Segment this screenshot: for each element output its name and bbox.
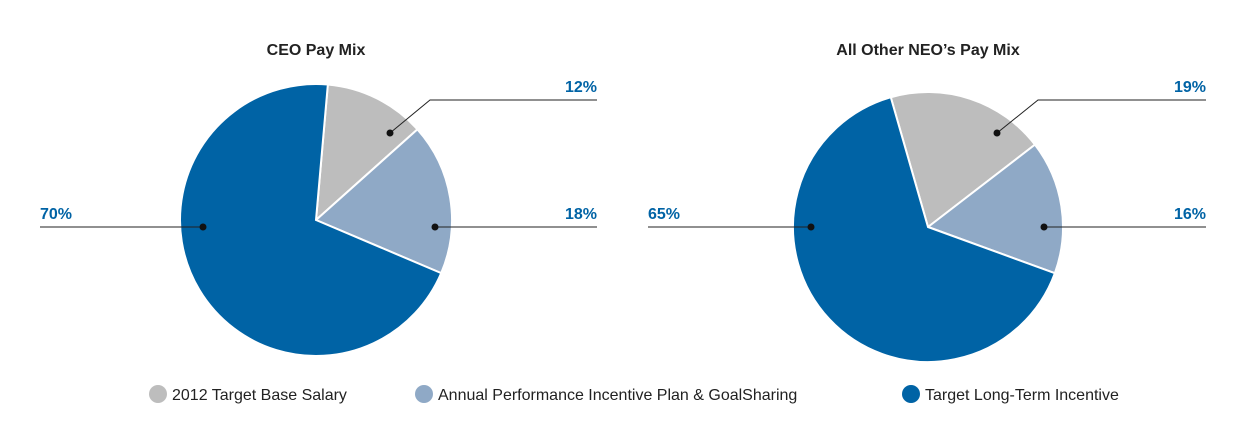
pct-label-base-salary: 12% <box>565 79 597 96</box>
pct-label-long-term: 65% <box>648 206 680 223</box>
legend-label: 2012 Target Base Salary <box>172 387 347 404</box>
leader-line-base-salary <box>996 99 1206 134</box>
legend-label: Annual Performance Incentive Plan & Goal… <box>438 387 797 404</box>
pie-slice-long-term <box>792 95 1057 363</box>
pie-slices <box>179 83 453 357</box>
pct-label-base-salary: 19% <box>1174 79 1206 96</box>
leader-dot-base-salary <box>993 129 1001 137</box>
legend-swatch <box>415 385 433 403</box>
chart-title: All Other NEO’s Pay Mix <box>836 42 1020 59</box>
pie-callouts: 12% 18% 70% <box>40 79 597 231</box>
legend-label: Target Long-Term Incentive <box>925 387 1119 404</box>
pie-slice-long-term <box>179 83 443 357</box>
pie-slice-base-salary <box>314 83 419 223</box>
legend-swatch <box>149 385 167 403</box>
legend-item-base-salary: 2012 Target Base Salary <box>149 385 347 404</box>
pie-slice-annual-incentive <box>314 127 453 275</box>
chart-title: CEO Pay Mix <box>267 42 366 59</box>
pct-label-annual-incentive: 18% <box>565 206 597 223</box>
pie-slice-annual-incentive <box>925 143 1064 275</box>
ceo-pay-mix-chart: CEO Pay Mix 12% 18% 70% <box>40 42 597 357</box>
legend: 2012 Target Base Salary Annual Performan… <box>149 385 1119 404</box>
legend-item-long-term: Target Long-Term Incentive <box>902 385 1119 404</box>
leader-dot-annual-incentive <box>1040 223 1048 231</box>
leader-dot-annual-incentive <box>431 223 439 231</box>
leader-line-base-salary <box>389 99 597 134</box>
pie-slices <box>792 91 1064 363</box>
other-neo-pay-mix-chart: All Other NEO’s Pay Mix 19% 16% 65% <box>648 42 1206 363</box>
pct-label-long-term: 70% <box>40 206 72 223</box>
leader-dot-long-term <box>199 223 207 231</box>
leader-dot-long-term <box>807 223 815 231</box>
pie-slice-base-salary <box>889 91 1037 229</box>
legend-swatch <box>902 385 920 403</box>
pct-label-annual-incentive: 16% <box>1174 206 1206 223</box>
pie-callouts: 19% 16% 65% <box>648 79 1206 231</box>
leader-dot-base-salary <box>386 129 394 137</box>
legend-item-annual-incentive: Annual Performance Incentive Plan & Goal… <box>415 385 797 404</box>
